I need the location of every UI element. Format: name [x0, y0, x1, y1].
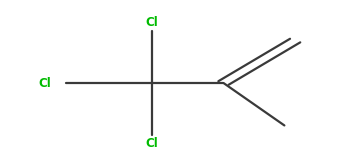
Text: Cl: Cl — [145, 137, 158, 150]
Text: Cl: Cl — [145, 16, 158, 29]
Text: Cl: Cl — [38, 77, 51, 89]
